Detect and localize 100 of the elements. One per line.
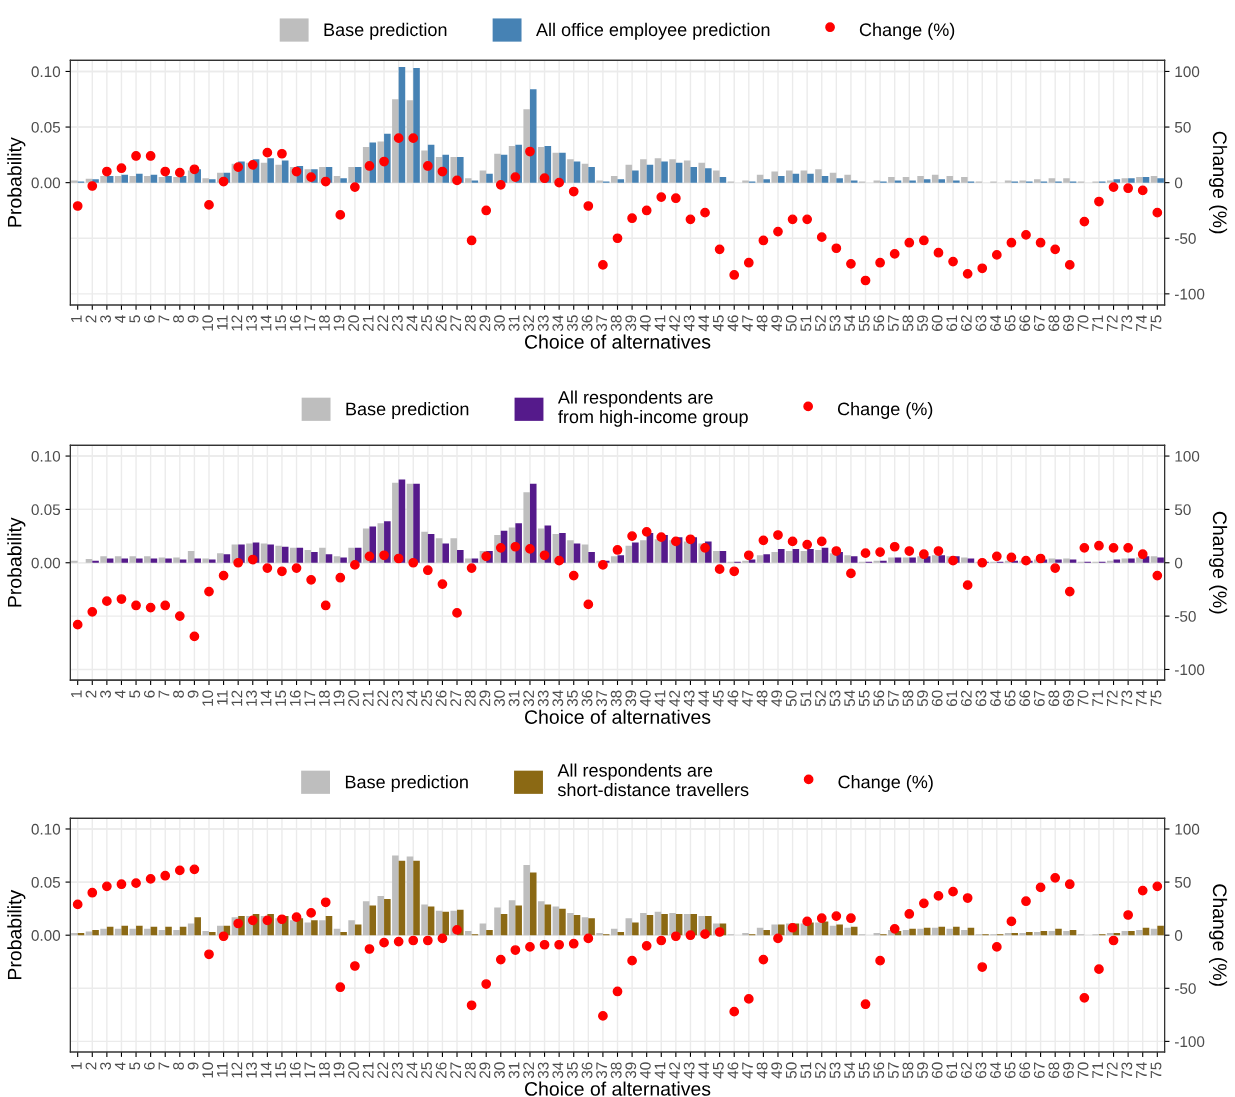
x-tick-label: 36: [581, 315, 593, 332]
x-tick-label: 20: [348, 690, 359, 707]
x-tick-label: 57: [888, 690, 899, 707]
x-tick-label: 75: [1150, 1062, 1162, 1078]
x-tick-label: 10: [202, 1062, 214, 1078]
x-tick-label: 6: [143, 315, 155, 323]
x-tick-label: 72: [1106, 690, 1118, 707]
x-tick-label: 75: [1150, 690, 1162, 707]
x-tick-label: 5: [129, 1062, 141, 1070]
x-tick-label: 39: [625, 1062, 637, 1079]
y2-tick-label: -100: [1175, 1036, 1205, 1048]
y-tick-label: 0.10: [31, 450, 61, 462]
x-tick-label: 38: [610, 1062, 622, 1079]
x-tick-label: 8: [173, 1062, 184, 1070]
x-tick-label: 66: [1019, 690, 1031, 707]
x-tick-label: 73: [1121, 1062, 1133, 1078]
x-tick-label: 2: [85, 315, 97, 323]
x-tick-label: 41: [654, 690, 666, 707]
x-tick-label: 3: [100, 1062, 111, 1070]
x-tick-label: 47: [742, 1062, 753, 1079]
x-tick-label: 27: [450, 315, 461, 331]
x-tick-label: 31: [508, 1062, 520, 1079]
x-tick-label: 25: [421, 1062, 432, 1078]
x-tick-label: 68: [1048, 315, 1060, 331]
y2-tick-label: 50: [1174, 121, 1191, 133]
y-tick-label: 0.00: [31, 557, 61, 569]
x-tick-label: 42: [669, 315, 680, 332]
x-tick-label: 50: [785, 315, 797, 332]
legend-label: All respondents are short-distance travellers: [557, 763, 749, 797]
x-tick-label: 73: [1121, 315, 1133, 331]
x-tick-label: 39: [625, 690, 637, 707]
x-tick-label: 69: [1063, 315, 1074, 331]
x-tick-label: 26: [435, 1062, 447, 1078]
y2-tick-label: 50: [1174, 504, 1191, 516]
x-tick-label: 64: [990, 315, 1001, 331]
x-tick-label: 35: [567, 690, 578, 707]
x-tick-label: 54: [844, 315, 856, 332]
x-tick-label: 69: [1063, 1062, 1074, 1078]
x-tick-label: 52: [815, 1062, 826, 1079]
x-tick-label: 71: [1092, 690, 1103, 707]
x-tick-label: 34: [552, 1062, 564, 1079]
legend-label: Change (%): [837, 402, 933, 419]
y2-tick-label: 0: [1174, 930, 1183, 941]
y2-axis-title: Change (%): [1209, 511, 1228, 614]
x-tick-label: 38: [610, 690, 622, 707]
x-tick-label: 58: [902, 690, 914, 707]
y2-tick-label: 100: [1175, 823, 1200, 835]
x-tick-label: 7: [158, 315, 170, 323]
x-tick-label: 58: [902, 315, 914, 332]
x-tick-label: 37: [596, 1062, 608, 1079]
x-tick-label: 32: [523, 690, 535, 707]
x-tick-label: 51: [800, 690, 812, 707]
x-tick-label: 48: [756, 1062, 768, 1079]
x-tick-label: 60: [931, 690, 943, 707]
x-tick-label: 29: [479, 690, 491, 707]
x-tick-label: 53: [829, 690, 841, 707]
x-axis-title: Choice of alternatives: [525, 334, 711, 349]
y2-axis-title: Change (%): [1209, 131, 1228, 234]
x-tick-label: 57: [888, 1062, 899, 1079]
x-tick-label: 75: [1150, 315, 1162, 331]
x-tick-label: 2: [85, 1062, 97, 1070]
x-tick-label: 33: [537, 690, 549, 707]
x-tick-label: 17: [304, 690, 316, 706]
x-tick-label: 64: [990, 690, 1001, 707]
x-tick-label: 64: [990, 1062, 1001, 1078]
x-tick-label: 74: [1136, 690, 1147, 707]
x-tick-label: 53: [829, 1062, 841, 1079]
x-tick-label: 4: [114, 690, 126, 699]
x-tick-label: 6: [143, 690, 155, 698]
x-tick-label: 27: [450, 690, 461, 707]
x-tick-label: 68: [1048, 690, 1060, 707]
x-tick-label: 30: [494, 315, 505, 332]
x-tick-label: 62: [960, 690, 972, 707]
x-tick-label: 1: [71, 315, 82, 323]
x-tick-label: 47: [742, 315, 753, 332]
x-tick-label: 35: [567, 1062, 578, 1079]
x-tick-label: 41: [654, 1062, 666, 1079]
x-tick-label: 19: [333, 1062, 345, 1078]
x-tick-label: 55: [858, 690, 870, 707]
y2-tick-label: -50: [1175, 233, 1196, 244]
x-tick-label: 26: [435, 315, 447, 331]
x-tick-label: 44: [698, 315, 709, 332]
x-tick-label: 12: [231, 690, 243, 706]
x-tick-label: 72: [1106, 315, 1118, 331]
x-tick-label: 28: [464, 315, 476, 331]
x-tick-label: 16: [289, 690, 301, 706]
x-tick-label: 44: [698, 1062, 709, 1079]
x-tick-label: 58: [902, 1062, 914, 1079]
x-tick-label: 40: [639, 690, 651, 707]
x-tick-label: 66: [1019, 1062, 1031, 1078]
x-tick-label: 42: [669, 1062, 680, 1079]
x-tick-label: 65: [1004, 1062, 1016, 1078]
x-tick-label: 46: [727, 315, 739, 332]
x-tick-label: 56: [873, 690, 885, 707]
x-tick-label: 23: [391, 690, 403, 707]
x-tick-label: 63: [975, 315, 987, 331]
x-tick-label: 42: [669, 690, 680, 707]
x-tick-label: 55: [858, 1062, 870, 1079]
x-tick-label: 22: [377, 690, 389, 707]
x-tick-label: 41: [654, 315, 666, 332]
